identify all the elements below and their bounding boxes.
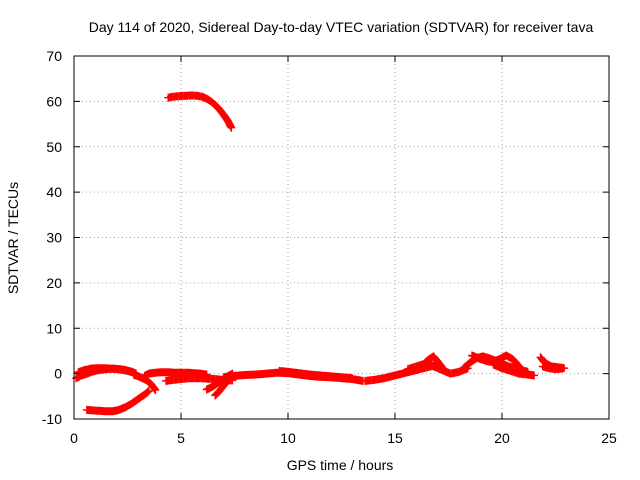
data-marks (468, 351, 524, 371)
grid-lines (74, 56, 609, 419)
data-series (538, 362, 566, 374)
y-tick-label: 30 (46, 230, 62, 246)
x-tick-label: 15 (387, 430, 403, 446)
chart-title: Day 114 of 2020, Sidereal Day-to-day VTE… (89, 19, 594, 35)
x-tick-label: 0 (70, 430, 78, 446)
y-axis-label: SDTVAR / TECUs (5, 182, 21, 294)
y-tick-label: 70 (46, 48, 62, 64)
data-marks (74, 364, 138, 377)
data-marks (164, 91, 236, 132)
data-marks (275, 366, 357, 383)
data-series (275, 366, 357, 383)
data-marks (489, 360, 539, 380)
data-series (421, 352, 447, 372)
y-tick-label: 20 (46, 275, 62, 291)
data-series (164, 91, 236, 132)
data-marks (538, 362, 566, 374)
data-series (489, 360, 539, 380)
data-marks (82, 386, 153, 416)
data-series (74, 364, 138, 377)
x-tick-label: 20 (494, 430, 510, 446)
y-tick-label: -10 (42, 411, 62, 427)
axis-ticks: 0 5 10 15 20 25 -10 0 10 20 30 40 50 60 70 (42, 48, 617, 446)
y-tick-label: 50 (46, 139, 62, 155)
x-axis-label: GPS time / hours (287, 457, 394, 473)
y-tick-label: 60 (46, 93, 62, 109)
x-tick-label: 5 (177, 430, 185, 446)
x-tick-label: 25 (601, 430, 617, 446)
data-marks (140, 368, 211, 380)
data-marks (421, 352, 447, 372)
y-tick-label: 40 (46, 184, 62, 200)
y-tick-label: 10 (46, 320, 62, 336)
data-points (72, 91, 569, 416)
data-series (468, 351, 524, 371)
data-series (140, 368, 211, 380)
x-tick-label: 10 (280, 430, 296, 446)
data-series (82, 386, 153, 416)
y-tick-label: 0 (54, 366, 62, 382)
